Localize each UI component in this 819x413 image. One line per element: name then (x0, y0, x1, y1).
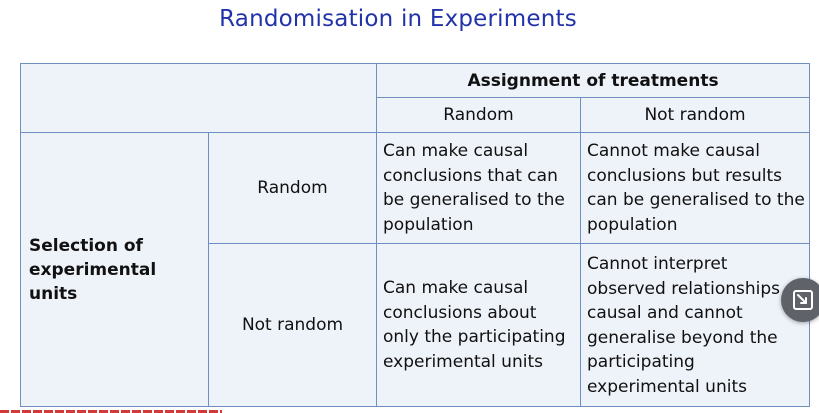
column-header-not-random: Not random (579, 97, 811, 133)
cell-not-random-random: Can make causal conclusions about only t… (376, 243, 581, 407)
minimize-arrow-icon (793, 290, 813, 310)
row-label-not-random: Not random (208, 243, 377, 407)
column-header-random: Random (376, 97, 581, 133)
slide-title: Randomisation in Experiments (219, 6, 577, 32)
minimize-button[interactable] (781, 278, 819, 322)
cell-random-not-random: Cannot make causal conclusions but resul… (579, 132, 811, 244)
randomisation-table: Assignment of treatments Random Not rand… (20, 63, 811, 407)
row-label-random: Random (208, 132, 377, 244)
progress-bar (0, 410, 222, 413)
row-group-header: Selection of experimental units (20, 132, 209, 407)
cell-random-random: Can make causal conclusions that can be … (376, 132, 581, 244)
table-corner-blank (20, 63, 377, 133)
cell-not-random-not-random: Cannot interpret observed relationships … (579, 243, 811, 407)
column-group-header: Assignment of treatments (375, 63, 811, 98)
